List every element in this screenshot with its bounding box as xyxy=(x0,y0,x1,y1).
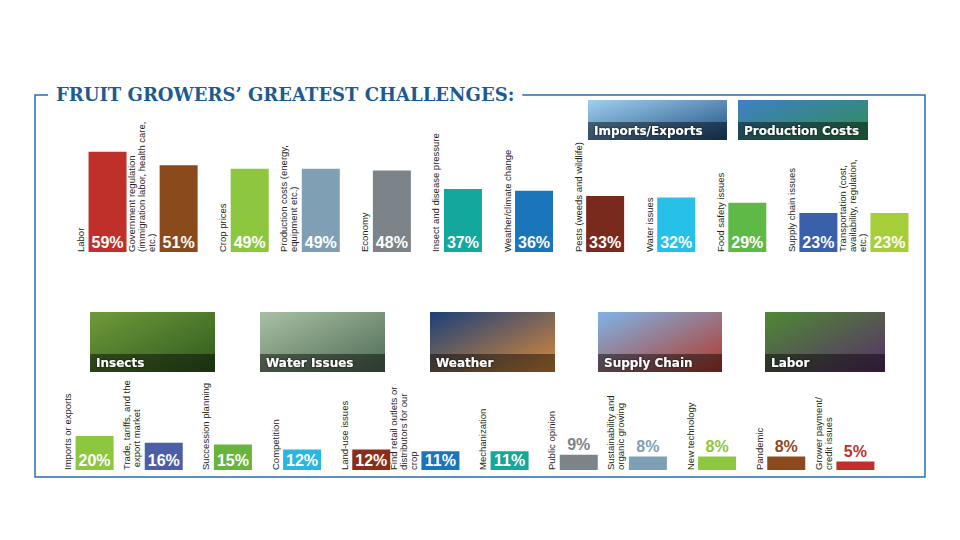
svg-text:Succession planning: Succession planning xyxy=(200,383,211,470)
svg-text:(immigration labor, health car: (immigration labor, health care, xyxy=(136,119,147,252)
svg-text:49%: 49% xyxy=(305,234,337,251)
svg-text:Supply chain issues: Supply chain issues xyxy=(786,168,797,252)
svg-text:crop: crop xyxy=(408,452,419,470)
svg-text:Supply Chain: Supply Chain xyxy=(604,356,693,370)
svg-text:32%: 32% xyxy=(660,234,692,251)
svg-text:12%: 12% xyxy=(286,452,318,469)
svg-text:Production Costs: Production Costs xyxy=(744,124,859,138)
svg-text:59%: 59% xyxy=(92,234,124,251)
svg-text:51%: 51% xyxy=(163,234,195,251)
svg-text:export market: export market xyxy=(131,409,142,470)
svg-text:Economy: Economy xyxy=(359,212,370,252)
svg-text:8%: 8% xyxy=(706,438,729,455)
svg-text:8%: 8% xyxy=(636,438,659,455)
svg-text:12%: 12% xyxy=(355,452,387,469)
svg-text:Land-use issues: Land-use issues xyxy=(339,401,350,470)
svg-text:Pandemic: Pandemic xyxy=(754,428,765,470)
svg-text:Grower payment/: Grower payment/ xyxy=(812,397,824,470)
svg-text:Crop prices: Crop prices xyxy=(217,203,228,252)
svg-text:Water Issues: Water Issues xyxy=(266,356,353,370)
svg-text:8%: 8% xyxy=(775,438,798,455)
svg-text:Imports or exports: Imports or exports xyxy=(62,393,73,470)
svg-text:Imports/Exports: Imports/Exports xyxy=(594,124,703,138)
svg-text:Weather: Weather xyxy=(436,356,493,370)
svg-text:Labor: Labor xyxy=(771,356,810,370)
svg-text:etc.): etc.) xyxy=(857,234,868,252)
svg-text:distributors for our: distributors for our xyxy=(397,390,409,470)
svg-text:23%: 23% xyxy=(802,234,834,251)
svg-text:Water issues: Water issues xyxy=(644,197,655,252)
svg-text:Transportation (cost,: Transportation (cost, xyxy=(837,162,848,252)
svg-text:etc.): etc.) xyxy=(146,234,157,252)
svg-text:Food safety issues: Food safety issues xyxy=(715,173,726,252)
svg-text:organic growing: organic growing xyxy=(615,403,626,470)
svg-text:Find retail outlets or: Find retail outlets or xyxy=(387,383,399,470)
svg-text:Insect and disease pressure: Insect and disease pressure xyxy=(430,133,441,252)
svg-text:11%: 11% xyxy=(494,452,525,469)
svg-text:16%: 16% xyxy=(148,452,180,469)
svg-text:5%: 5% xyxy=(844,443,867,460)
svg-text:availability, regulation,: availability, regulation, xyxy=(847,156,858,252)
svg-text:49%: 49% xyxy=(234,234,266,251)
svg-text:9%: 9% xyxy=(567,436,590,453)
svg-text:15%: 15% xyxy=(217,452,249,469)
svg-text:20%: 20% xyxy=(79,452,111,469)
svg-text:FRUIT GROWERS’ GREATEST CHALLE: FRUIT GROWERS’ GREATEST CHALLENGES: xyxy=(56,84,514,105)
svg-text:48%: 48% xyxy=(376,234,408,251)
svg-text:New technology: New technology xyxy=(685,402,696,470)
svg-text:11%: 11% xyxy=(425,452,456,469)
svg-text:29%: 29% xyxy=(731,234,763,251)
svg-text:Government regulation: Government regulation xyxy=(126,152,138,252)
svg-text:Mechanization: Mechanization xyxy=(477,409,488,470)
svg-text:Trade, tariffs, and the: Trade, tariffs, and the xyxy=(121,380,133,470)
svg-text:Sustainability and: Sustainability and xyxy=(605,392,617,470)
svg-text:equipment etc.): equipment etc.) xyxy=(288,187,299,252)
svg-text:37%: 37% xyxy=(447,234,479,251)
svg-text:33%: 33% xyxy=(589,234,621,251)
svg-text:Public opinion: Public opinion xyxy=(546,411,557,470)
svg-text:Production costs (energy,: Production costs (energy, xyxy=(278,142,290,252)
svg-text:credit issues: credit issues xyxy=(823,417,834,470)
svg-text:Weather/climate change: Weather/climate change xyxy=(502,150,513,252)
svg-text:Insects: Insects xyxy=(96,356,144,370)
svg-text:36%: 36% xyxy=(518,234,550,251)
svg-text:Competition: Competition xyxy=(270,419,281,470)
svg-text:Labor: Labor xyxy=(75,228,86,252)
svg-text:Pests (weeds and wildlife): Pests (weeds and wildlife) xyxy=(573,142,584,252)
svg-text:23%: 23% xyxy=(873,234,905,251)
